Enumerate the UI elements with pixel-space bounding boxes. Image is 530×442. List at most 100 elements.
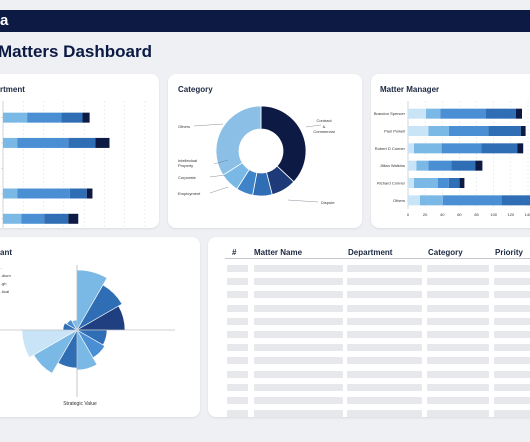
table-cell-placeholder [227,410,248,418]
department-bar-segment[interactable] [3,213,22,224]
table-cell-placeholder[interactable] [254,410,343,418]
table-header-number[interactable]: # [232,248,237,257]
table-cell-placeholder[interactable] [254,331,343,338]
manager-bar-segment[interactable] [448,178,460,188]
department-bar-segment[interactable] [3,112,28,123]
department-bar-segment[interactable] [86,188,93,199]
manager-bar-segment[interactable] [438,178,449,188]
donut-slice[interactable] [260,105,307,183]
table-cell-placeholder[interactable] [254,383,343,391]
manager-bar-segment[interactable] [486,108,516,119]
table-cell-placeholder[interactable] [254,304,343,312]
department-bar-segment[interactable] [27,112,62,123]
manager-bar-segment[interactable] [520,126,526,136]
department-bar-segment[interactable] [68,137,96,148]
department-bar-segment[interactable] [95,137,110,148]
table-header-category[interactable]: Category [428,248,463,257]
manager-bar-segment[interactable] [481,143,518,154]
table-header-priority[interactable]: Priority [495,248,524,257]
manager-bar-segment[interactable] [414,178,438,188]
manager-bar-segment[interactable] [448,126,489,136]
manager-bar-segment[interactable] [428,126,449,136]
manager-bar-segment[interactable] [440,108,486,119]
department-bar-segment[interactable] [69,188,87,199]
department-card: rtment 020406080100120140 [0,74,159,228]
manager-bar-segment[interactable] [475,160,483,171]
table-cell-placeholder [494,304,530,312]
manager-category-label: Robert D Conner [375,146,406,151]
department-bar-segment[interactable] [21,213,45,224]
manager-bar-segment[interactable] [426,108,441,119]
manager-tick-label: 40 [440,212,445,217]
quadrant-wedge[interactable] [66,319,78,331]
manager-category-label: Richard Conner [377,181,406,186]
manager-bar-segment[interactable] [420,195,443,206]
manager-bar-segment[interactable] [442,195,502,206]
matter-manager-card-title: Matter Manager [380,85,440,94]
quadrant-rose-chart: Strategic Value … …dium …gh …tical [0,265,175,407]
table-cell-placeholder [494,331,530,338]
manager-bar-segment[interactable] [451,160,476,171]
table-cell-placeholder[interactable] [254,357,343,365]
manager-bar-segment[interactable] [517,143,524,154]
table-cell-placeholder[interactable] [254,265,343,272]
brand-logo[interactable]: a [0,12,9,29]
manager-bar-segment[interactable] [428,160,452,171]
department-bar-segment[interactable] [44,213,69,224]
department-bar-segment[interactable] [82,112,90,123]
table-cell-placeholder [427,331,489,338]
manager-bar-segment[interactable] [516,108,522,119]
table-cell-placeholder [427,383,489,391]
quadrant-wedge[interactable] [76,284,123,331]
manager-bar-segment[interactable] [441,143,482,154]
table-cell-placeholder [427,357,489,365]
manager-bar-segment[interactable] [408,195,420,206]
page-title: Matters Dashboard [0,42,152,61]
quadrant-legend-item: …gh [0,281,6,286]
department-bar-segment[interactable] [17,188,70,199]
table-cell-placeholder[interactable] [254,278,343,286]
table-cell-placeholder[interactable] [254,370,343,378]
quadrant-legend-item: … [0,265,2,270]
label-ip-line2: Property [178,163,193,168]
manager-bar-segment[interactable] [408,108,426,119]
category-donut-chart: Contract & Commercial Others Intellectua… [178,105,335,205]
label-employment: Employment [178,191,201,196]
table-cell-placeholder [227,370,248,378]
table-cell-placeholder[interactable] [254,317,343,325]
department-bar-segment[interactable] [3,188,18,199]
table-cell-placeholder[interactable] [254,397,343,404]
department-bar-segment[interactable] [17,137,69,148]
manager-bar-segment[interactable] [408,143,414,154]
quadrant-card-title: ant [0,248,12,257]
table-cell-placeholder [347,317,422,325]
manager-bar-segment[interactable] [501,195,530,206]
manager-bar-segment[interactable] [416,160,429,171]
manager-bar-segment[interactable] [408,160,417,171]
table-header-department[interactable]: Department [348,248,393,257]
label-dispute: Dispute [321,200,335,205]
table-cell-placeholder[interactable] [254,344,343,352]
table-cell-placeholder[interactable] [254,291,343,299]
manager-bar-segment[interactable] [459,178,465,188]
department-bar-segment[interactable] [68,213,79,224]
manager-bar-segment[interactable] [408,126,429,136]
manager-bar-segment[interactable] [408,178,414,188]
table-cell-placeholder [427,278,489,286]
table-cell-placeholder [347,278,422,286]
manager-tick-label: 60 [457,212,462,217]
manager-tick-label: 100 [490,212,497,217]
manager-bar-segment[interactable] [488,126,521,136]
manager-tick-label: 0 [407,212,410,217]
manager-bar-segment[interactable] [414,143,442,154]
table-header-matter-name[interactable]: Matter Name [254,248,303,257]
category-card-title: Category [178,85,213,94]
department-bar-segment[interactable] [61,112,83,123]
table-cell-placeholder [347,304,422,312]
donut-slice[interactable] [215,105,262,176]
table-cell-placeholder [227,397,248,404]
table-cell-placeholder [347,265,422,272]
manager-category-label: Paul Powell [384,129,405,134]
table-cell-placeholder [347,344,422,352]
department-bar-segment[interactable] [3,137,18,148]
